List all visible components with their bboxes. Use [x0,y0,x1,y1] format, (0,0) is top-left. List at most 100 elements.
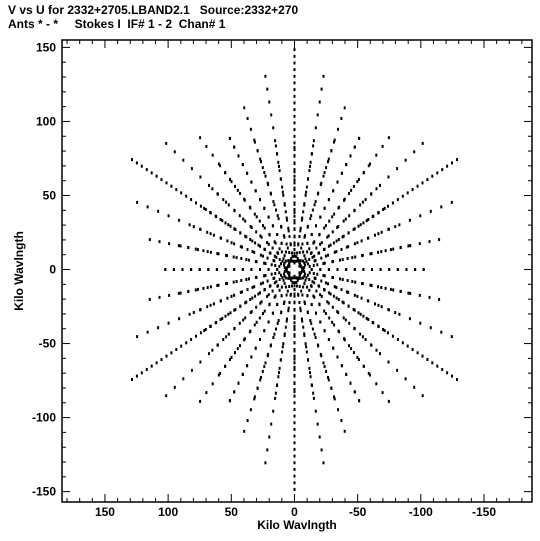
axis-ticks: 150 100 50 0 -50 -100 -150 150 100 50 0 -50 -100 -150 [32,40,532,519]
uv-point [273,281,276,285]
uv-point [190,368,193,372]
uv-point [438,297,441,301]
uv-point [319,215,322,219]
uv-point [323,365,326,369]
uv-point [314,126,317,130]
uv-point [190,167,193,171]
uv-point [418,293,421,297]
uv-point [224,268,227,271]
uv-point [230,355,233,359]
uv-point [289,276,292,280]
uv-point [296,257,299,261]
uv-point [293,141,296,145]
uv-point [383,206,386,210]
uv-point [387,331,389,335]
uv-point [301,266,304,270]
uv-point [237,154,240,158]
uv-point [291,255,294,259]
uv-point [327,338,330,341]
uv-point [342,316,345,320]
uv-point [293,325,296,328]
uv-point [323,274,326,278]
uv-point [282,302,285,305]
uv-point [256,386,259,390]
uv-point [284,285,287,289]
uv-point [356,355,359,359]
uv-point [269,191,272,195]
uv-point [327,375,329,379]
uv-point [293,170,296,174]
uv-point [293,388,296,391]
uv-point [438,238,441,242]
uv-point [217,373,220,377]
uv-point [247,277,250,281]
uv-point [391,201,394,205]
x-tick-label: 50 [225,505,239,519]
uv-point [332,276,334,279]
uv-point [258,219,261,223]
uv-point [254,241,257,245]
uv-point [310,152,313,156]
uv-point [314,200,317,204]
uv-point [348,191,350,195]
uv-point [259,268,261,271]
uv-point [416,184,419,188]
uv-point [317,284,320,288]
uv-point [263,288,266,292]
uv-point [266,279,269,283]
uv-point [165,354,168,358]
uv-point [208,352,210,356]
uv-point [188,223,191,227]
uv-point [342,219,345,223]
y-axis-title: Kilo Wavlngth [12,231,26,311]
uv-point [294,259,297,263]
uv-point [259,253,262,257]
uv-point [293,88,296,92]
uv-point [296,276,299,280]
uv-point [299,259,302,263]
uv-point [175,348,178,351]
uv-point [267,320,270,324]
uv-point [298,285,301,288]
uv-point [293,394,296,398]
x-tick-label: 0 [291,505,298,519]
uv-point [296,278,299,282]
uv-point [333,212,336,216]
uv-point [280,285,283,289]
uv-point [382,208,385,211]
uv-point [264,262,267,265]
uv-point [340,117,343,120]
uv-point [303,202,306,206]
uv-point [284,250,287,254]
uv-point [293,401,296,405]
uv-point [287,276,290,280]
uv-point [209,303,212,307]
uv-point [302,276,304,280]
uv-point [451,374,453,378]
uv-point [225,282,228,286]
uv-point [347,304,350,308]
uv-point [314,277,317,280]
uv-point [293,314,296,318]
uv-point [308,264,311,268]
uv-point [293,101,296,105]
uv-point [315,311,317,315]
uv-point [324,312,327,315]
uv-point [340,171,343,175]
uv-point [197,248,199,252]
uv-point [194,247,197,251]
uv-point [312,144,315,148]
uv-point [411,348,414,351]
uv-point [298,274,301,278]
uv-point [304,234,306,238]
uv-point [219,318,222,321]
uv-point [280,241,283,245]
uv-point [380,230,383,234]
x-tick-label: -150 [472,505,496,519]
uv-point [178,218,181,222]
uv-point [179,244,182,248]
uv-point [346,279,349,282]
uv-point [299,306,302,310]
uv-point [219,164,222,168]
